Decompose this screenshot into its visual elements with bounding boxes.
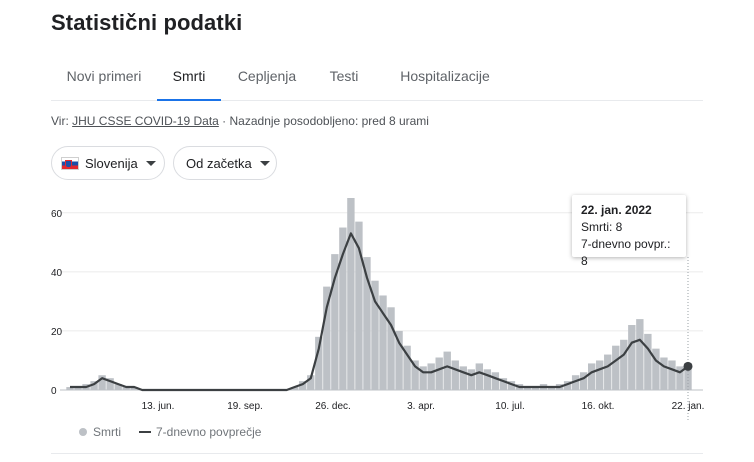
tab-testi[interactable]: Testi (329, 68, 359, 84)
deaths-bar (66, 387, 74, 390)
region-label: Slovenija (85, 155, 138, 171)
tooltip-deaths: Smrti: 8 (581, 220, 623, 234)
deaths-bar (491, 372, 500, 390)
deaths-bar (668, 360, 676, 390)
deaths-bar (427, 363, 435, 390)
deaths-bar (130, 387, 138, 390)
deaths-bar (620, 339, 628, 390)
y-tick-label: 0 (51, 386, 57, 397)
deaths-bar (644, 333, 652, 390)
legend-bar-swatch (79, 428, 87, 436)
deaths-bar (499, 378, 508, 390)
y-tick-label: 20 (51, 327, 63, 338)
deaths-bar (74, 387, 82, 390)
last-updated: · Nazadnje posodobljeno: pred 8 urami (218, 114, 429, 128)
slovenia-flag-icon (61, 156, 79, 170)
deaths-bar (411, 360, 419, 390)
region-dropdown[interactable]: Slovenija (51, 146, 165, 180)
deaths-bar (379, 295, 387, 390)
deaths-bar (587, 363, 596, 390)
avg-line (70, 232, 689, 392)
x-tick-label: 13. jun. (142, 401, 175, 412)
x-tick-label: 26. dec. (315, 401, 351, 412)
deaths-bar (347, 198, 355, 390)
deaths-bar (307, 375, 315, 390)
hover-point (683, 361, 693, 371)
deaths-bar (523, 387, 532, 390)
chart-legend: Smrti 7-dnevno povprečje (79, 425, 261, 439)
x-tick-label: 10. jul. (495, 401, 524, 412)
range-label: Od začetka (186, 155, 252, 171)
deaths-bar (563, 381, 572, 390)
deaths-bar (547, 387, 556, 390)
deaths-bar (122, 387, 130, 390)
chart-tooltip: 22. jan. 2022 Smrti: 8 7-dnevno povpr.: … (572, 195, 686, 268)
deaths-bar (467, 369, 475, 390)
deaths-bar (331, 254, 339, 390)
deaths-bar (676, 366, 684, 390)
source-line: Vir: JHU CSSE COVID-19 Data · Nazadnje p… (51, 114, 429, 128)
tab-cepljenja[interactable]: Cepljenja (237, 68, 297, 84)
chevron-down-icon (259, 160, 270, 166)
x-tick-label: 22. jan. (672, 401, 705, 412)
tab-novi-primeri[interactable]: Novi primeri (66, 68, 142, 84)
deaths-bar (636, 319, 644, 390)
tooltip-date: 22. jan. 2022 (581, 203, 652, 217)
tab-smrti[interactable]: Smrti (157, 52, 221, 101)
deaths-bar (419, 366, 427, 390)
deaths-bar (684, 363, 692, 390)
page-title: Statistični podatki (51, 10, 243, 35)
stats-tabs: Novi primeri Smrti Cepljenja Testi Hospi… (51, 52, 703, 101)
deaths-bar (459, 366, 467, 390)
source-prefix: Vir: (51, 114, 73, 128)
tab-hospitalizacije[interactable]: Hospitalizacije (400, 68, 490, 84)
legend-line-swatch (139, 431, 151, 433)
deaths-bar (114, 384, 122, 390)
deaths-bar (612, 345, 620, 390)
deaths-bar (596, 360, 604, 390)
deaths-bar (106, 378, 114, 390)
x-tick-label: 16. okt. (582, 401, 615, 412)
deaths-bar (660, 357, 668, 390)
deaths-chart[interactable]: 0 20 40 60 13. jun. 19. sep. 26. dec. 3. apr. 1… (0, 195, 754, 423)
deaths-bar (628, 325, 636, 390)
deaths-bar (507, 381, 516, 390)
chevron-down-icon (145, 160, 156, 166)
deaths-bar (315, 336, 323, 390)
divider (51, 453, 703, 454)
deaths-bar (403, 345, 411, 390)
tooltip-avg: 7-dnevno povpr.: 8 (581, 237, 671, 268)
legend-avg: 7-dnevno povprečje (156, 425, 262, 439)
deaths-bar (579, 372, 588, 390)
source-link[interactable]: JHU CSSE COVID-19 Data (72, 114, 219, 128)
y-tick-label: 40 (51, 268, 63, 279)
deaths-bar (451, 360, 459, 390)
deaths-bar (387, 307, 395, 390)
legend-deaths: Smrti (93, 425, 121, 439)
deaths-bar (435, 357, 443, 390)
deaths-bar (363, 257, 371, 390)
deaths-bar (90, 381, 98, 390)
deaths-bar (291, 387, 299, 390)
deaths-bar (98, 375, 106, 390)
range-dropdown[interactable]: Od začetka (173, 146, 277, 180)
deaths-bar (299, 381, 307, 390)
y-tick-label: 60 (51, 209, 63, 220)
x-tick-label: 19. sep. (227, 401, 263, 412)
deaths-bar (443, 351, 451, 390)
deaths-bar (323, 286, 331, 390)
deaths-bar (395, 330, 403, 390)
deaths-bar (571, 375, 580, 390)
deaths-bar (339, 227, 347, 390)
deaths-bar (483, 369, 492, 390)
x-tick-label: 3. apr. (407, 401, 435, 412)
deaths-bar (475, 363, 484, 390)
deaths-bar (531, 387, 540, 390)
deaths-bar (371, 280, 379, 390)
deaths-bar (652, 348, 660, 390)
deaths-bar (355, 221, 363, 390)
deaths-bar (604, 354, 612, 390)
